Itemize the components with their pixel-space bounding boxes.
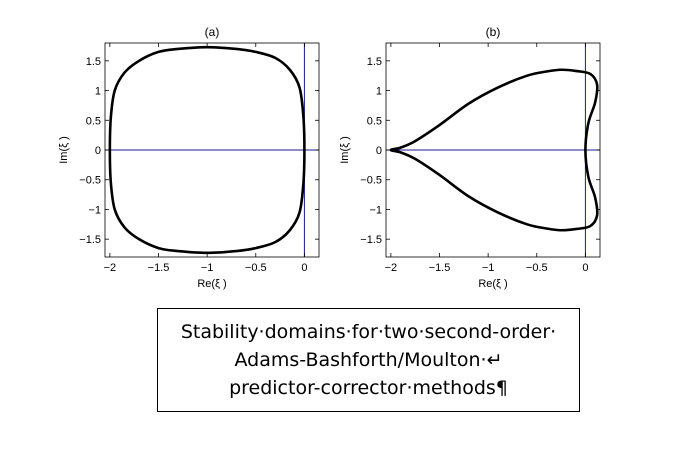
y-tick-label: −1 [88, 204, 101, 216]
y-tick-label: 0.5 [367, 115, 382, 127]
caption-line-1: Stability·domains·for·two·second-order· [180, 321, 557, 343]
panel-title: (a) [205, 25, 220, 39]
x-tick-label: −0.5 [245, 262, 267, 274]
x-axis-label: Re(ξ ) [478, 278, 507, 290]
y-tick-label: 1.5 [367, 56, 382, 68]
y-tick-label: −1.5 [79, 234, 101, 246]
y-tick-label: 1 [95, 86, 101, 98]
x-tick-label: −2 [385, 262, 398, 274]
figure: −2 −1.5 −1 −0.5 0 −1.5 −1 −0.5 0 0.5 1 1.5 (a) Re(ξ )… [58, 25, 601, 290]
x-tick-label: −2 [104, 262, 117, 274]
stability-boundary-curve [108, 45, 306, 255]
y-tick-label: 1.5 [86, 56, 101, 68]
y-tick-label: −0.5 [79, 175, 101, 187]
x-tick-label: 0 [582, 262, 588, 274]
panel-b: −2 −1.5 −1 −0.5 0 −1.5 −1 −0.5 0 0.5 1 1.5 (b) Re(ξ )… [339, 25, 601, 290]
y-tick-label: −0.5 [360, 175, 382, 187]
panel-a: −2 −1.5 −1 −0.5 0 −1.5 −1 −0.5 0 0.5 1 1.5 (a) Re(ξ )… [58, 25, 320, 290]
stability-boundary-curve [389, 68, 599, 232]
x-tick-label: 0 [301, 262, 307, 274]
panel-title: (b) [486, 25, 501, 39]
x-tick-label: −1 [482, 262, 495, 274]
caption-line-2: Adams-Bashforth/Moulton·↵ [234, 349, 503, 371]
y-axis-label: Im(ξ ) [339, 136, 351, 164]
y-axis-label: Im(ξ ) [58, 136, 70, 164]
y-tick-label: −1.5 [360, 234, 382, 246]
y-tick-label: 0 [95, 145, 101, 157]
y-tick-label: 0.5 [86, 115, 101, 127]
x-tick-label: −1.5 [429, 262, 451, 274]
caption-box: Stability·domains·for·two·second-order· … [157, 308, 580, 412]
y-tick-label: 0 [376, 145, 382, 157]
x-axis-label: Re(ξ ) [197, 278, 226, 290]
x-tick-label: −1 [201, 262, 214, 274]
x-tick-label: −1.5 [148, 262, 170, 274]
x-tick-label: −0.5 [526, 262, 548, 274]
caption-line-3: predictor-corrector·methods¶ [229, 377, 508, 399]
y-tick-label: −1 [369, 204, 382, 216]
y-tick-label: 1 [376, 86, 382, 98]
